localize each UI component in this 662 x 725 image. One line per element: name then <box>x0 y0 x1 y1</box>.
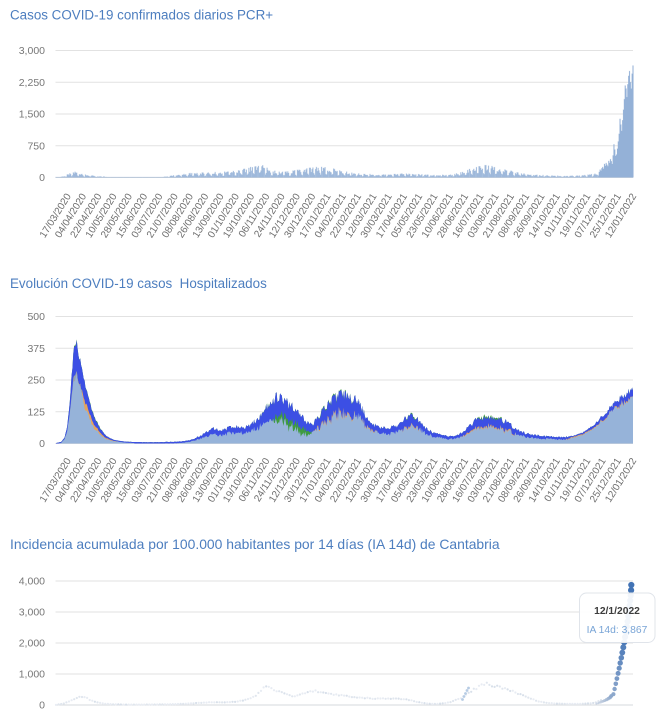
svg-text:750: 750 <box>27 140 45 152</box>
svg-text:Casos COVID-19 confirmados dia: Casos COVID-19 confirmados diarios PCR+ <box>10 8 273 23</box>
svg-text:2,000: 2,000 <box>19 638 45 650</box>
svg-text:1,500: 1,500 <box>19 109 45 121</box>
svg-text:1,000: 1,000 <box>19 669 45 681</box>
svg-text:0: 0 <box>39 700 45 712</box>
svg-text:250: 250 <box>27 375 45 387</box>
svg-text:3,000: 3,000 <box>19 45 45 57</box>
svg-text:0: 0 <box>39 438 45 450</box>
svg-text:375: 375 <box>27 343 45 355</box>
svg-text:3,000: 3,000 <box>19 607 45 619</box>
svg-text:Evolución COVID-19 casos Hosp: Evolución COVID-19 casos Hospitalizados <box>10 276 267 291</box>
svg-text:IA 14d: 3,867: IA 14d: 3,867 <box>587 625 648 636</box>
svg-text:0: 0 <box>39 172 45 184</box>
svg-text:Incidencia acumulada por 100.0: Incidencia acumulada por 100.000 habitan… <box>10 536 500 552</box>
svg-text:125: 125 <box>27 406 45 418</box>
svg-text:2,250: 2,250 <box>19 77 45 89</box>
svg-text:4,000: 4,000 <box>19 576 45 588</box>
svg-text:12/1/2022: 12/1/2022 <box>594 606 640 617</box>
svg-text:500: 500 <box>27 311 45 323</box>
